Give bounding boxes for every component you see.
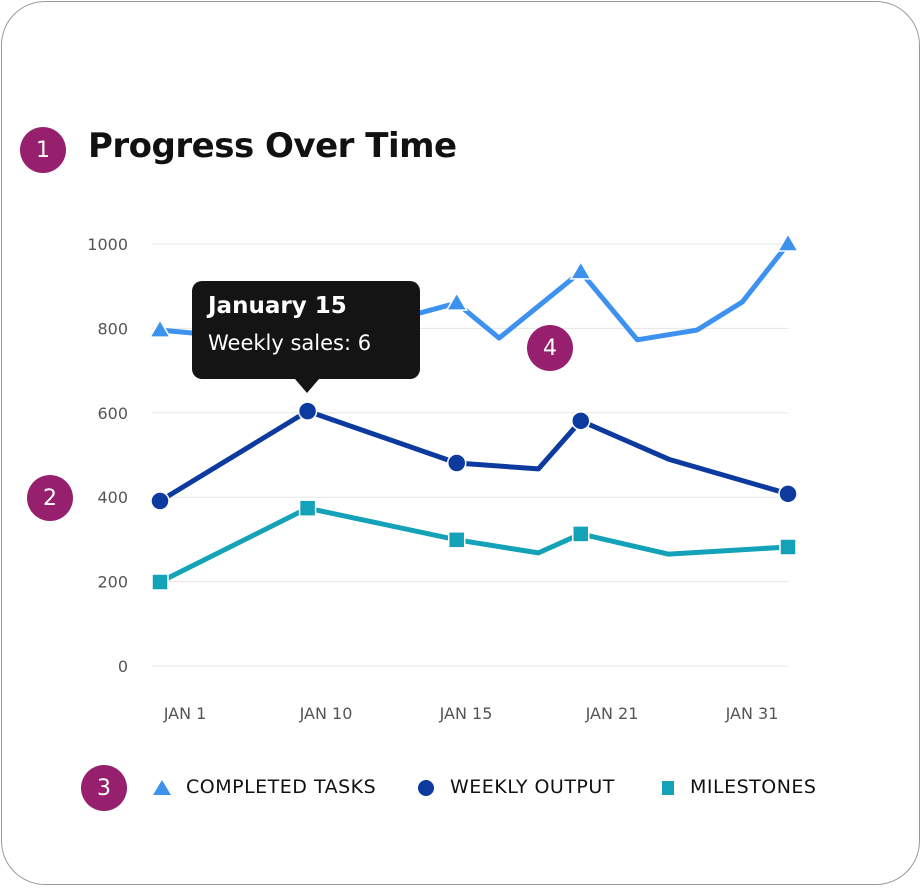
chart-title: Progress Over Time	[88, 126, 457, 166]
data-point	[572, 525, 590, 543]
tooltip: January 15 Weekly sales: 6	[192, 281, 420, 393]
x-tick-label: JAN 10	[299, 704, 353, 723]
data-point	[148, 318, 172, 338]
legend-item-weekly-output[interactable]: WEEKLY OUTPUT	[450, 776, 615, 798]
x-tick-label: JAN 31	[725, 704, 779, 723]
data-point	[569, 260, 593, 280]
x-tick-label: JAN 15	[439, 704, 493, 723]
annotation-badge-2: 2	[27, 475, 73, 521]
series-line-milestones	[157, 505, 791, 585]
data-point	[446, 453, 467, 473]
y-tick-label: 600	[97, 404, 128, 423]
data-point	[778, 484, 798, 504]
data-point	[445, 291, 469, 311]
annotation-badge-4: 4	[527, 325, 573, 371]
tooltip-body: Weekly sales: 6	[208, 331, 372, 355]
x-tick-label: JAN 21	[585, 704, 639, 723]
data-point	[151, 573, 169, 591]
annotation-badge-3: 3	[81, 765, 127, 811]
legend-item-milestones[interactable]: MILESTONES	[690, 776, 817, 798]
y-tick-label: 1000	[87, 235, 128, 254]
x-tick-label: JAN 1	[163, 704, 207, 723]
y-tick-label: 800	[97, 319, 128, 338]
data-point	[571, 411, 591, 431]
y-tick-label: 200	[97, 573, 128, 592]
data-point	[779, 538, 797, 556]
data-point	[776, 232, 800, 252]
data-point	[447, 531, 466, 549]
legend-item-completed-tasks[interactable]: COMPLETED TASKS	[186, 776, 377, 798]
y-tick-label: 0	[118, 657, 128, 676]
data-point	[298, 499, 317, 517]
series-line-weekly-output	[157, 408, 791, 504]
annotation-badge-1: 1	[20, 127, 66, 173]
tooltip-title: January 15	[208, 293, 347, 319]
data-point	[150, 491, 170, 511]
y-tick-label: 400	[97, 488, 128, 507]
data-point	[297, 401, 318, 421]
